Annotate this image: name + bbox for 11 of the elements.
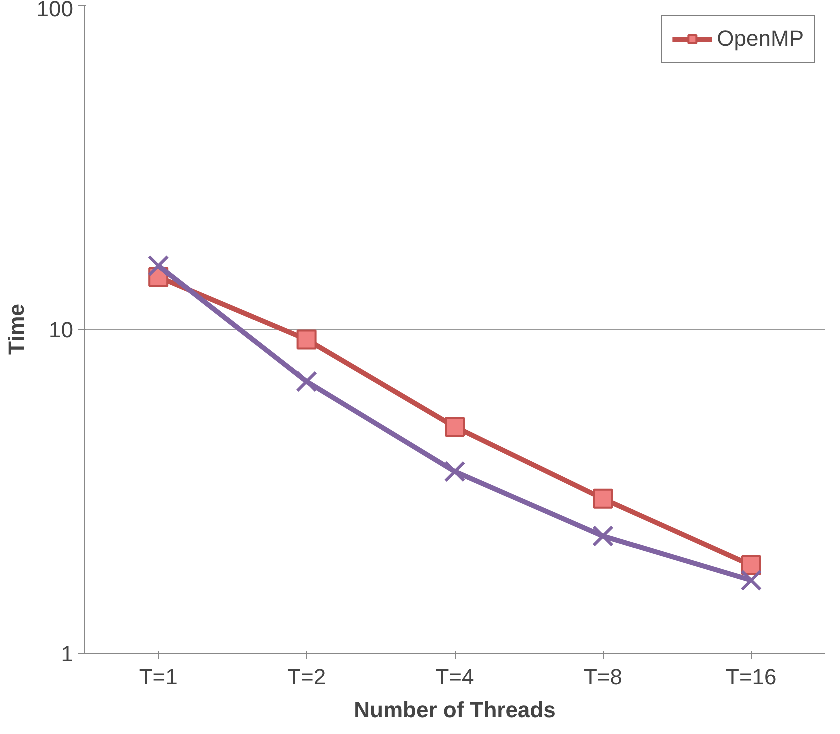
y-tick-label: 1	[61, 642, 74, 666]
x-axis-title: Number of Threads	[354, 698, 556, 722]
x-tick-label: T=1	[139, 664, 178, 690]
x-tick-label: T=4	[436, 664, 474, 690]
x-tick-label: T=16	[726, 664, 777, 690]
y-axis-title: Time	[4, 304, 29, 355]
x-tick-label: T=2	[288, 664, 326, 690]
y-tick-label: 100	[36, 0, 74, 22]
x-tick-label: T=8	[584, 664, 622, 690]
y-tick-label: 10	[49, 318, 74, 342]
legend-label: OpenMP	[717, 26, 804, 52]
